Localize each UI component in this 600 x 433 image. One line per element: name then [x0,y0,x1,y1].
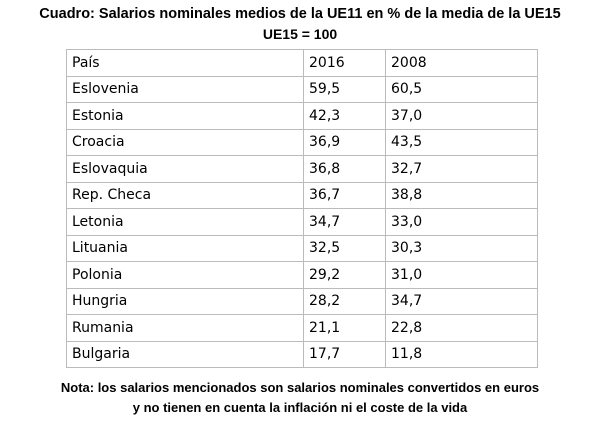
cell: 60,5 [385,75,538,103]
cell: Polonia [66,261,304,289]
cell: 21,1 [303,314,386,342]
cell: 11,8 [385,340,538,368]
row: Letonia 34,7 33,0 [66,208,538,236]
cell: Croacia [66,128,304,156]
subtitle: UE15 = 100 [262,26,338,42]
cell: 31,0 [385,261,538,289]
cell: 36,7 [303,181,386,209]
row: Eslovaquia 36,8 32,7 [66,155,538,183]
cell: Hungria [66,287,304,315]
cell: 36,9 [303,128,386,156]
table: País 2016 2008 Eslovenia 59,5 60,5 Estonia 42,3… [66,49,538,368]
header-row: País 2016 2008 [66,49,538,77]
cell: Rep. Checa [66,181,304,209]
cell: Eslovaquia [66,155,304,183]
cell: 32,5 [303,234,386,262]
cell: 42,3 [303,102,386,130]
row: Lituania 32,5 30,3 [66,234,538,262]
cell: Bulgaria [66,340,304,368]
note: y no tienen en cuenta la inflación ni el… [132,400,468,415]
cell: 32,7 [385,155,538,183]
cell: 38,8 [385,181,538,209]
cell: 2008 [385,49,538,77]
cell: 36,8 [303,155,386,183]
row: Eslovenia 59,5 60,5 [66,75,538,103]
cell: País [66,49,304,77]
row: Rep. Checa 36,7 38,8 [66,181,538,209]
cell: 34,7 [385,287,538,315]
cell: 30,3 [385,234,538,262]
row: Bulgaria 17,7 11,8 [66,340,538,368]
cell: Lituania [66,234,304,262]
row: Polonia 29,2 31,0 [66,261,538,289]
cell: 34,7 [303,208,386,236]
cell: 28,2 [303,287,386,315]
cell: 59,5 [303,75,386,103]
row: Rumania 21,1 22,8 [66,314,538,342]
cell: 17,7 [303,340,386,368]
row: Croacia 36,9 43,5 [66,128,538,156]
cell: 29,2 [303,261,386,289]
row: Hungria 28,2 34,7 [66,287,538,315]
cell: 33,0 [385,208,538,236]
cell: 43,5 [385,128,538,156]
cell: 22,8 [385,314,538,342]
row: Estonia 42,3 37,0 [66,102,538,130]
cell: Letonia [66,208,304,236]
cell: 37,0 [385,102,538,130]
cell: Estonia [66,102,304,130]
cell: 2016 [303,49,386,77]
cell: Eslovenia [66,75,304,103]
title: Cuadro: Salarios nominales medios de la … [39,6,561,22]
cell: Rumania [66,314,304,342]
note: Nota: los salarios mencionados son salar… [60,380,540,395]
